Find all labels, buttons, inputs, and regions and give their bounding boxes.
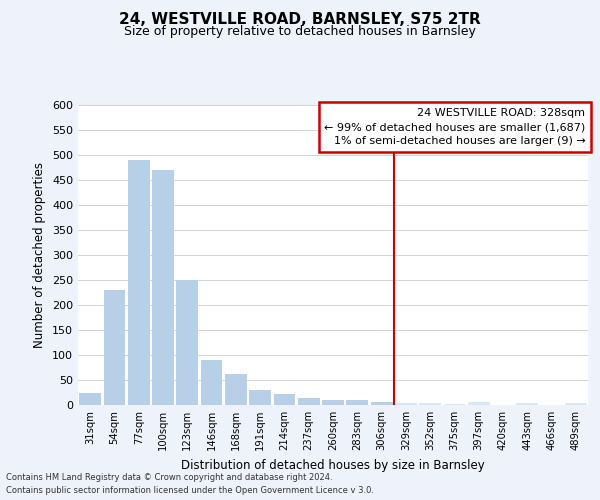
Bar xyxy=(176,280,198,405)
Bar xyxy=(200,360,223,405)
Text: Size of property relative to detached houses in Barnsley: Size of property relative to detached ho… xyxy=(124,25,476,38)
Bar xyxy=(128,160,149,405)
Text: 24, WESTVILLE ROAD, BARNSLEY, S75 2TR: 24, WESTVILLE ROAD, BARNSLEY, S75 2TR xyxy=(119,12,481,28)
Y-axis label: Number of detached properties: Number of detached properties xyxy=(34,162,46,348)
Bar xyxy=(468,402,490,405)
Bar xyxy=(298,398,320,405)
Bar xyxy=(274,394,295,405)
Text: Contains public sector information licensed under the Open Government Licence v : Contains public sector information licen… xyxy=(6,486,374,495)
Bar xyxy=(565,402,587,405)
Bar xyxy=(517,402,538,405)
Text: 24 WESTVILLE ROAD: 328sqm
← 99% of detached houses are smaller (1,687)
1% of sem: 24 WESTVILLE ROAD: 328sqm ← 99% of detac… xyxy=(324,108,586,146)
Text: Contains HM Land Registry data © Crown copyright and database right 2024.: Contains HM Land Registry data © Crown c… xyxy=(6,474,332,482)
X-axis label: Distribution of detached houses by size in Barnsley: Distribution of detached houses by size … xyxy=(181,458,485,471)
Bar xyxy=(443,404,466,405)
Bar xyxy=(104,290,125,405)
Bar xyxy=(419,403,441,405)
Bar xyxy=(249,390,271,405)
Bar xyxy=(395,402,417,405)
Bar xyxy=(322,400,344,405)
Bar xyxy=(79,392,101,405)
Bar xyxy=(152,170,174,405)
Bar xyxy=(371,402,392,405)
Bar xyxy=(346,400,368,405)
Bar xyxy=(225,374,247,405)
